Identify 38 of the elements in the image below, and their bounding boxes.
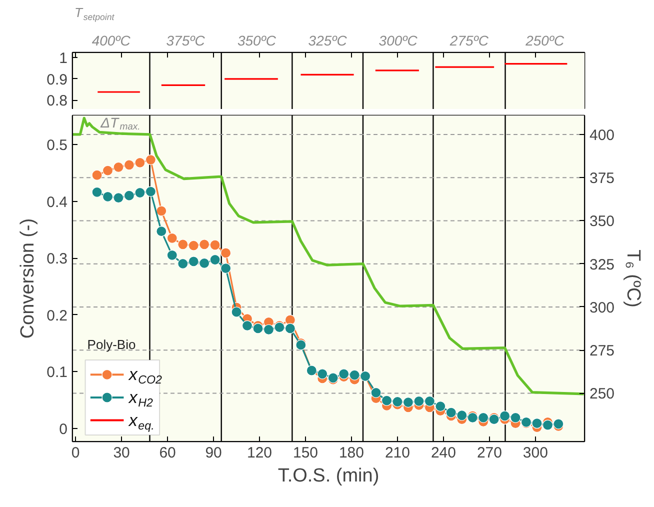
y-tick-label: 0.2	[46, 307, 68, 324]
y2-tick-label: 400	[590, 126, 615, 144]
y-tick-label: 0	[59, 420, 68, 438]
x-tick-label: 120	[247, 444, 272, 462]
y2-tick-label: 375	[590, 170, 615, 188]
y-tick-label: 0.5	[46, 136, 68, 154]
y2-tick-label: 275	[590, 342, 615, 360]
x-tick-label: 0	[71, 444, 80, 462]
y-axis-title: Conversion (-)	[18, 218, 39, 339]
y-tick-label: 0.8	[46, 92, 68, 110]
band-label: 250ºC	[524, 32, 566, 48]
x-tick-label: 30	[113, 444, 130, 462]
band-label: 275ºC	[448, 32, 490, 48]
y-tick-label: 0.3	[46, 250, 68, 268]
band-label: 350ºC	[237, 32, 277, 48]
y2-tick-label: 300	[590, 299, 615, 316]
x-tick-label: 180	[338, 444, 364, 462]
x-axis-title: T.O.S. (min)	[278, 466, 380, 486]
y2-tick-label: 350	[590, 213, 615, 230]
y2-axis-title: T₆ (ºC)	[622, 250, 644, 308]
legend-title: Poly-Bio	[87, 337, 136, 352]
x-tick-label: 270	[476, 444, 502, 462]
x-tick-label: 150	[292, 444, 318, 462]
y-tick-label: 0.9	[46, 71, 68, 88]
x-tick-label: 90	[205, 444, 222, 462]
x-tick-label: 210	[384, 444, 410, 462]
y2-tick-label: 325	[590, 256, 615, 274]
band-label: 375ºC	[166, 32, 206, 48]
band-label: 400ºC	[92, 32, 132, 48]
y-tick-label: 0.1	[46, 364, 68, 382]
x-tick-label: 300	[522, 444, 548, 462]
y-tick-label: 1	[59, 50, 68, 67]
x-tick-label: 60	[159, 444, 176, 462]
band-label: 325ºC	[308, 32, 348, 48]
y-tick-label: 0.4	[46, 194, 68, 211]
y2-tick-label: 250	[590, 386, 615, 403]
band-label: 300ºC	[378, 32, 418, 48]
x-tick-label: 240	[430, 444, 456, 462]
